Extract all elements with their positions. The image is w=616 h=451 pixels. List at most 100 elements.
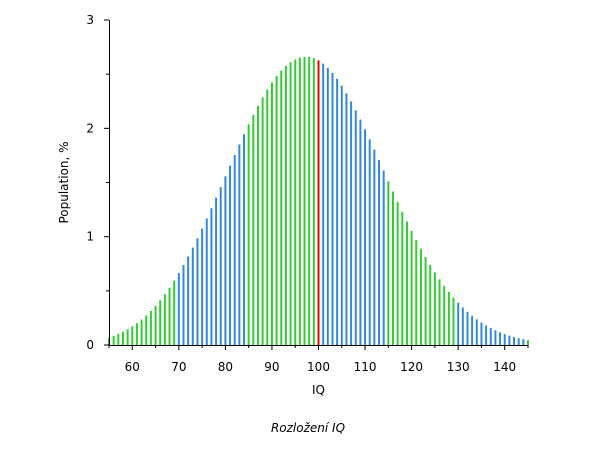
x-tick-label: 110	[354, 360, 377, 374]
bar	[480, 322, 483, 345]
bar	[243, 134, 246, 345]
bar	[457, 302, 460, 345]
bar	[461, 307, 464, 345]
bar	[513, 337, 516, 345]
bar	[326, 67, 329, 346]
bar	[378, 160, 381, 345]
bar	[182, 265, 185, 345]
bar	[373, 149, 376, 345]
bar	[215, 197, 218, 345]
bar	[443, 285, 446, 345]
bar	[364, 129, 367, 345]
bar	[424, 257, 427, 345]
bar	[391, 191, 394, 345]
bar	[154, 305, 157, 345]
bar	[527, 340, 529, 345]
bar	[317, 60, 320, 346]
bar	[331, 72, 334, 345]
x-tick-label: 60	[125, 360, 140, 374]
bar	[401, 211, 404, 345]
bar	[210, 208, 213, 345]
bar	[270, 82, 273, 345]
bar	[410, 230, 413, 345]
bar	[280, 70, 283, 345]
bar	[517, 338, 520, 345]
bar	[475, 319, 478, 345]
bar	[191, 247, 194, 345]
bar	[275, 76, 278, 345]
bar	[396, 201, 399, 345]
bar	[112, 335, 115, 345]
bar	[294, 59, 297, 345]
bar	[126, 329, 129, 345]
bar	[140, 319, 143, 345]
x-tick-label: 90	[264, 360, 279, 374]
bar	[387, 181, 390, 345]
bar	[205, 218, 208, 345]
bar	[471, 315, 474, 345]
bar	[340, 85, 343, 346]
bar	[224, 176, 227, 345]
bars-group	[108, 56, 529, 346]
bar	[322, 63, 325, 346]
bar	[308, 57, 311, 345]
x-axis-title: IQ	[312, 383, 325, 397]
bar	[159, 300, 162, 345]
y-tick-label: 0	[86, 338, 94, 352]
bar	[135, 323, 138, 345]
bar	[312, 58, 315, 345]
y-tick-label: 1	[86, 230, 94, 244]
bar	[345, 93, 348, 345]
bar	[173, 280, 176, 345]
bar	[382, 170, 385, 345]
bar	[466, 311, 469, 345]
x-tick-label: 130	[447, 360, 470, 374]
bar	[252, 114, 255, 345]
bar	[368, 139, 371, 345]
bar	[508, 335, 511, 345]
bar	[289, 62, 292, 345]
bar	[177, 273, 180, 345]
bar	[303, 56, 306, 345]
bar	[485, 325, 488, 345]
bar	[163, 294, 166, 345]
bar	[201, 228, 204, 345]
x-ticks-group: 60 70 80 90 100 110 120 130 140	[108, 345, 529, 374]
bar	[494, 330, 497, 345]
chart-caption: Rozložení IQ	[270, 421, 346, 435]
y-tick-label: 2	[86, 121, 94, 135]
bar	[233, 154, 236, 345]
bar	[522, 339, 525, 345]
bar	[247, 124, 250, 345]
bar	[284, 65, 287, 346]
bar	[145, 315, 148, 345]
y-tick-label: 3	[86, 13, 94, 27]
bar	[503, 334, 506, 345]
bar	[438, 279, 441, 345]
y-axis-title: Population, %	[57, 141, 71, 223]
bar	[433, 272, 436, 345]
bar	[187, 256, 190, 345]
bar	[149, 310, 152, 345]
bar	[168, 287, 171, 345]
bar	[117, 333, 120, 345]
bar	[238, 144, 241, 345]
x-tick-label: 140	[493, 360, 516, 374]
bar	[405, 221, 408, 345]
bar	[447, 291, 450, 345]
bar	[219, 187, 222, 345]
bar	[350, 101, 353, 345]
bar	[499, 332, 502, 345]
x-tick-label: 80	[218, 360, 233, 374]
bar	[429, 264, 432, 345]
bar	[452, 297, 455, 345]
x-tick-label: 100	[307, 360, 330, 374]
bar	[419, 248, 422, 345]
bar	[196, 238, 199, 345]
x-tick-label: 120	[400, 360, 423, 374]
bar	[266, 89, 269, 345]
bar	[415, 240, 418, 345]
bar	[336, 78, 339, 346]
bar	[359, 119, 362, 345]
